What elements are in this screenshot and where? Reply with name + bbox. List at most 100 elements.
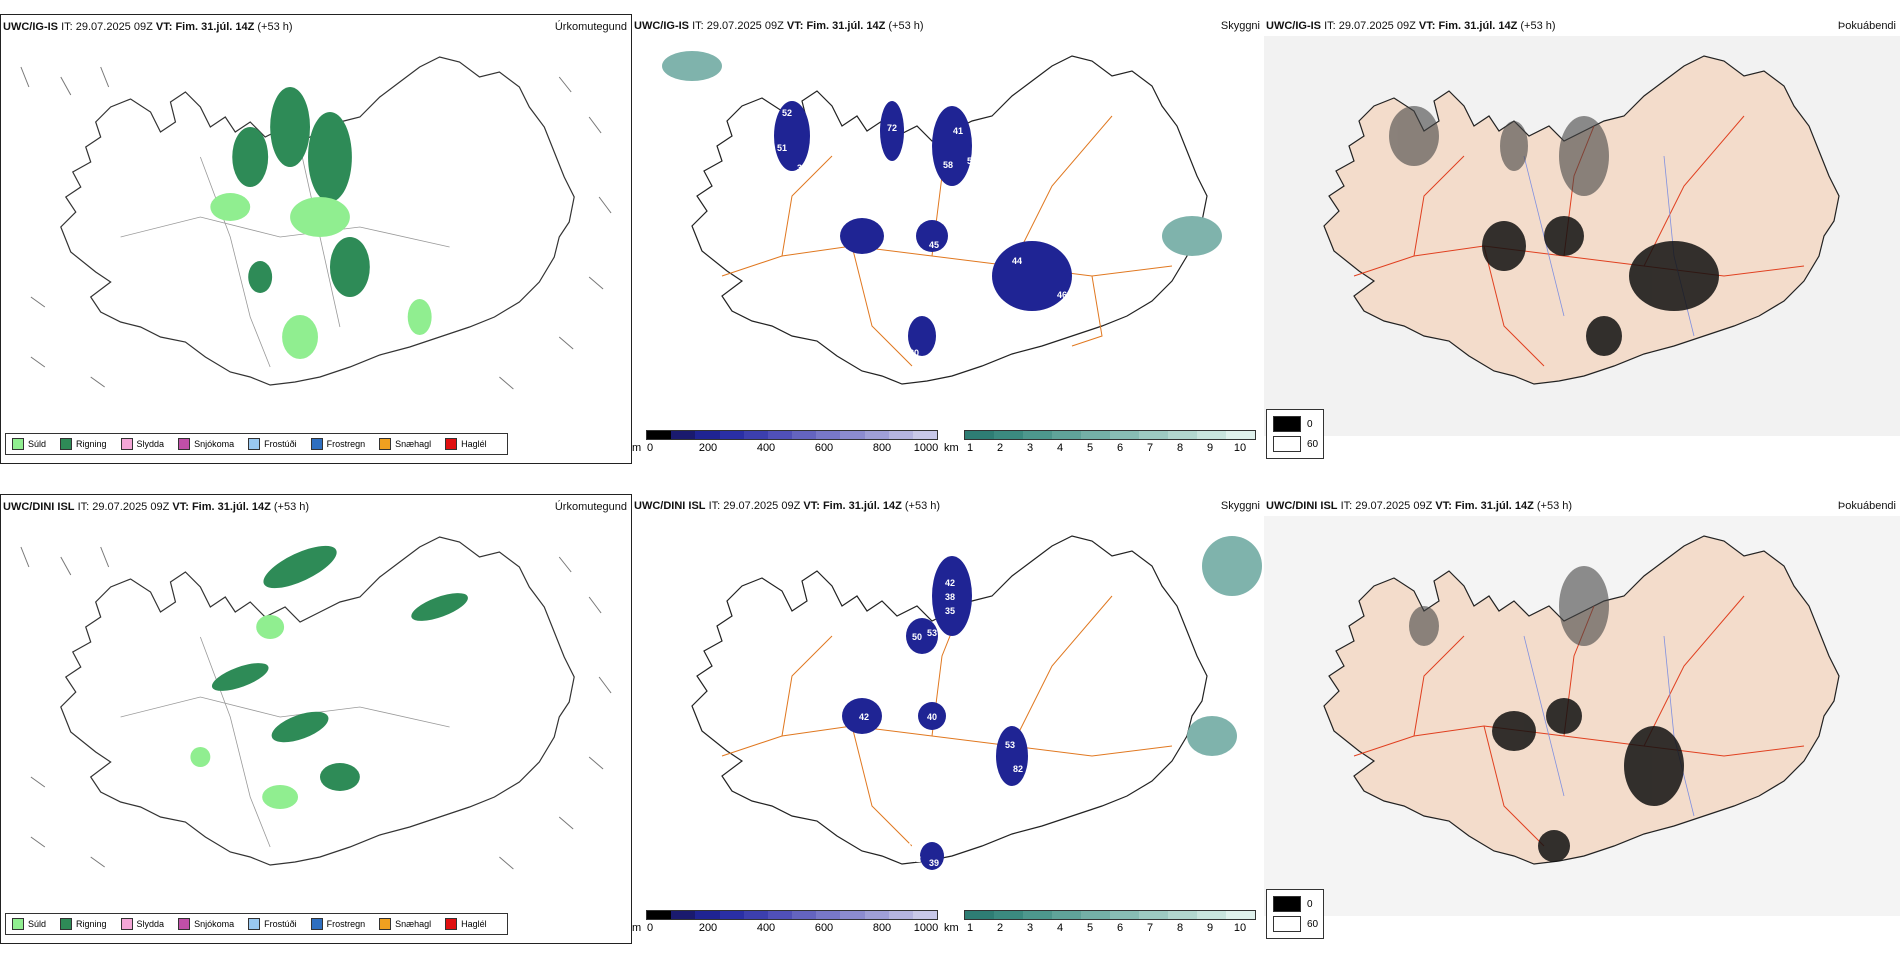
vis-label: 43 <box>909 838 919 848</box>
it-label: IT: <box>1340 500 1353 512</box>
fog-legend-label: 0 <box>1307 898 1313 910</box>
height-tick: 400 <box>756 922 776 934</box>
vis-label: 47 <box>812 213 822 223</box>
legend-label: Snjókoma <box>194 439 235 449</box>
vis-label: 39 <box>929 858 939 868</box>
vis-label: 42 <box>911 854 921 864</box>
legend-label: Súld <box>28 919 47 929</box>
vis-label: 53 <box>1005 740 1015 750</box>
legend-label: Snæhagl <box>395 919 432 929</box>
vis-label: 52 <box>782 108 792 118</box>
fog-legend-row: 60 <box>1273 436 1318 452</box>
distance-unit: km <box>944 442 959 454</box>
vis-label: 48 <box>925 258 935 268</box>
it-value: 29.07.2025 09Z <box>1338 20 1416 32</box>
height-unit: m <box>632 922 642 934</box>
distance-tick: 1 <box>966 922 974 934</box>
vis-label: 38 <box>945 592 955 602</box>
legend-swatch <box>445 438 458 450</box>
vis-label: 80 <box>909 348 919 358</box>
height-colorbar-strip <box>646 910 938 920</box>
legend-swatch <box>120 918 133 930</box>
distance-tick: 8 <box>1176 922 1184 934</box>
fog-legend-swatch <box>1273 436 1301 452</box>
distance-tick: 4 <box>1056 922 1064 934</box>
legend-item: Slydda <box>120 918 164 930</box>
legend-item: Frostregn <box>310 438 365 450</box>
vt-label: VT: <box>786 20 804 32</box>
model-name: UWC/IG-IS <box>3 21 58 33</box>
height-tick: 600 <box>814 442 834 454</box>
forecast-row-dini-isl: UWC/DINI ISL IT: 29.07.2025 09Z VT: Fim.… <box>0 494 1900 964</box>
vt-label: VT: <box>155 21 173 33</box>
fog-index-panel: UWC/IG-IS IT: 29.07.2025 09Z VT: Fim. 31… <box>1264 14 1900 464</box>
legend-item: Haglél <box>445 918 487 930</box>
legend-swatch <box>310 438 323 450</box>
panel-header: UWC/DINI ISL IT: 29.07.2025 09Z VT: Fim.… <box>634 500 1260 512</box>
vis-label: 82 <box>1013 764 1023 774</box>
vt-label: VT: <box>1418 20 1436 32</box>
distance-tick: 9 <box>1206 922 1214 934</box>
vis-label: 44 <box>1012 256 1022 266</box>
fog-legend-label: 60 <box>1307 438 1319 450</box>
panel-title: Þokuábendi <box>1837 20 1896 32</box>
legend-label: Rigning <box>76 439 107 449</box>
panel-header: UWC/DINI ISL IT: 29.07.2025 09Z VT: Fim.… <box>1266 500 1896 512</box>
vt-value: Fim. 31.júl. 14Z <box>1454 500 1534 512</box>
it-value: 29.07.2025 09Z <box>92 501 170 513</box>
legend-item: Frostúði <box>248 438 297 450</box>
legend-swatch <box>120 438 133 450</box>
legend-swatch <box>310 918 323 930</box>
visibility-panel: UWC/DINI ISL IT: 29.07.2025 09Z VT: Fim.… <box>632 494 1264 944</box>
vis-label: 42 <box>945 578 955 588</box>
legend-label: Slydda <box>136 439 165 449</box>
precip-map <box>20 56 612 390</box>
legend-item: Snjókoma <box>178 438 234 450</box>
distance-tick: 3 <box>1026 442 1034 454</box>
lead-time: (+53 h) <box>888 20 924 32</box>
legend-swatch <box>379 918 392 930</box>
legend-label: Frostúði <box>264 919 297 929</box>
height-tick: 800 <box>872 922 892 934</box>
legend-swatch <box>248 438 261 450</box>
fog-legend-row: 60 <box>1273 916 1318 932</box>
distance-colorbar-strip <box>964 910 1256 920</box>
legend-label: Haglél <box>461 919 487 929</box>
it-label: IT: <box>77 501 90 513</box>
vis-label: 67 <box>960 188 970 198</box>
panel-header: UWC/DINI ISL IT: 29.07.2025 09Z VT: Fim.… <box>3 501 627 513</box>
fog-legend: 0 60 <box>1266 889 1324 939</box>
vis-label: 54 <box>1004 236 1014 246</box>
height-tick: 1000 <box>913 442 939 454</box>
distance-tick: 6 <box>1116 922 1124 934</box>
panel-title: Skyggni <box>1220 20 1260 32</box>
height-tick: 400 <box>756 442 776 454</box>
vis-label: 41 <box>953 126 963 136</box>
vis-label: 35 <box>887 240 897 250</box>
vis-label: 58 <box>943 160 953 170</box>
height-tick: 600 <box>814 922 834 934</box>
distance-tick: 5 <box>1086 922 1094 934</box>
vis-label: 45 <box>1022 576 1032 586</box>
it-value: 29.07.2025 09Z <box>723 500 801 512</box>
it-value: 29.07.2025 09Z <box>1355 500 1433 512</box>
legend-label: Frostregn <box>326 919 366 929</box>
vis-label: 50 <box>912 632 922 642</box>
legend-item: Súld <box>12 438 46 450</box>
fog-legend-swatch <box>1273 896 1301 912</box>
height-tick: 1000 <box>913 922 939 934</box>
legend-label: Súld <box>28 439 47 449</box>
vt-value: Fim. 31.júl. 14Z <box>806 20 886 32</box>
vis-label: 46 <box>1057 290 1067 300</box>
visibility-panel: UWC/IG-IS IT: 29.07.2025 09Z VT: Fim. 31… <box>632 14 1264 464</box>
forecast-row-ig-is: UWC/IG-IS IT: 29.07.2025 09Z VT: Fim. 31… <box>0 14 1900 484</box>
vis-label: 70 <box>935 353 945 363</box>
model-name: UWC/DINI ISL <box>3 501 75 513</box>
distance-colorbar: km 1 2 3 4 5 6 7 8 9 10 <box>944 430 1264 460</box>
distance-tick: 9 <box>1206 442 1214 454</box>
panel-header: UWC/IG-IS IT: 29.07.2025 09Z VT: Fim. 31… <box>634 20 1260 32</box>
vis-label: 47 <box>909 388 919 398</box>
height-tick: 0 <box>646 922 654 934</box>
vt-value: Fim. 31.júl. 14Z <box>822 500 902 512</box>
fog-map <box>1264 516 1900 916</box>
